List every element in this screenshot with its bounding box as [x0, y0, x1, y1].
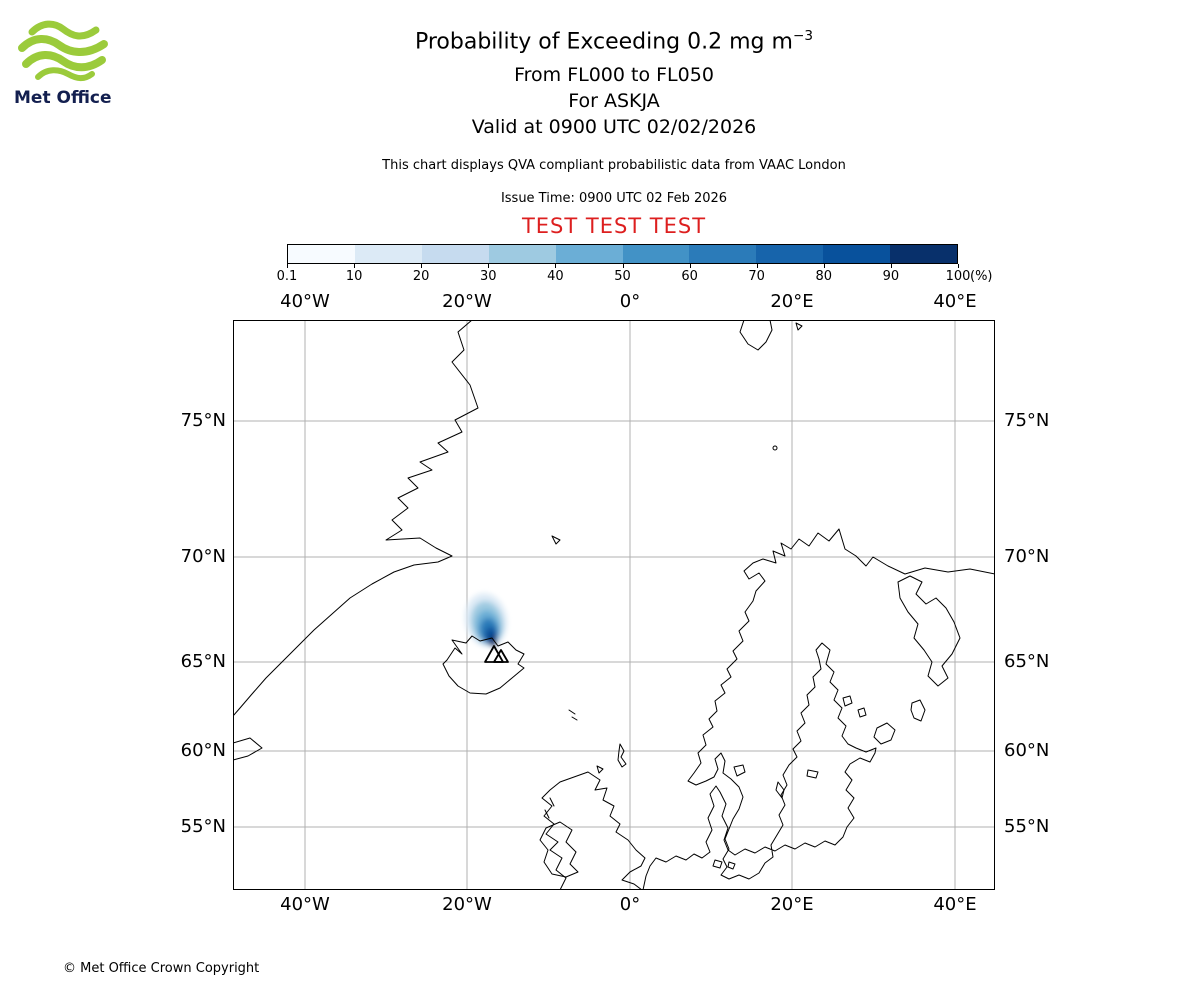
- colorbar-segment: [689, 245, 757, 263]
- coastline-danish-island-2: [727, 861, 736, 870]
- test-banner: TEST TEST TEST: [521, 214, 707, 238]
- colorbar-segment: [421, 245, 489, 263]
- lake-onega: [910, 699, 926, 722]
- qva-compliance-note: This chart displays QVA compliant probab…: [382, 158, 846, 173]
- coastline-danish-island-1: [712, 859, 723, 869]
- colorbar-tick-label: 70: [748, 269, 765, 284]
- lon-label-top: 0°: [619, 291, 641, 312]
- colorbar-segment: [823, 245, 891, 263]
- colorbar-tick: [488, 264, 490, 268]
- lat-label-right: 65°N: [1004, 651, 1050, 672]
- coastline-svalbard: [739, 320, 773, 351]
- coastline-hebrides: [544, 797, 555, 819]
- colorbar-tick: [622, 264, 624, 268]
- coastline-greenland-fragment: [233, 737, 263, 761]
- coastline-iceland: [442, 635, 525, 695]
- colorbar-tick: [287, 264, 288, 268]
- lat-label-left: 75°N: [180, 410, 226, 431]
- chart-title: Probability of Exceeding 0.2 mg m−3: [28, 28, 1200, 54]
- coastline-greenland: [233, 320, 479, 717]
- colorbar-tick-label: 60: [681, 269, 698, 284]
- lake-ladoga: [873, 722, 896, 745]
- colorbar-unit-label: (%): [970, 269, 993, 284]
- met-office-logo-waves-icon: [18, 20, 108, 82]
- lon-label-bottom: 20°E: [770, 894, 814, 915]
- lon-label-top: 40°E: [933, 291, 977, 312]
- lon-label-bottom: 40°W: [280, 894, 330, 915]
- issue-time-label: Issue Time: 0900 UTC 02 Feb 2026: [500, 191, 728, 206]
- lat-label-left: 55°N: [180, 816, 226, 837]
- colorbar-tick: [890, 264, 892, 268]
- lat-label-right: 55°N: [1004, 816, 1050, 837]
- lon-label-top: 40°W: [280, 291, 330, 312]
- coastline-great-britain: [541, 771, 646, 890]
- lat-label-right: 75°N: [1004, 410, 1050, 431]
- coastline-orkney: [596, 765, 604, 774]
- colorbar-segment: [890, 245, 958, 263]
- map-border: [233, 320, 995, 890]
- colorbar-tick-label: 40: [547, 269, 564, 284]
- lat-label-left: 65°N: [180, 651, 226, 672]
- volcano-subtitle: For ASKJA: [568, 90, 660, 112]
- colorbar-tick: [756, 264, 758, 268]
- coastline-gotland: [775, 781, 785, 799]
- colorbar-segment: [622, 245, 690, 263]
- coastlines: [233, 320, 995, 890]
- coastline-jan-mayen: [551, 535, 561, 545]
- colorbar-tick: [689, 264, 691, 268]
- lat-label-left: 60°N: [180, 740, 226, 761]
- colorbar-tick-label: 50: [614, 269, 631, 284]
- lake-vanern: [733, 764, 746, 777]
- valid-time-subtitle: Valid at 0900 UTC 02/02/2026: [471, 116, 757, 138]
- coastline-ireland: [539, 821, 579, 878]
- ash-probability-plume: [464, 593, 508, 647]
- colorbar-tick-label: 80: [815, 269, 833, 284]
- colorbar-tick: [555, 264, 557, 268]
- met-office-logo: Met Office: [14, 18, 126, 108]
- coastline-svalbard-islet: [795, 322, 803, 331]
- coastline-faroes: [568, 709, 578, 721]
- lon-label-top: 20°E: [770, 291, 814, 312]
- lon-label-bottom: 40°E: [933, 894, 977, 915]
- lon-label-bottom: 20°W: [442, 894, 492, 915]
- colorbar-tick-label: 10: [345, 269, 363, 284]
- colorbar-tick: [958, 264, 959, 268]
- lake-finnish-2: [857, 707, 867, 718]
- colorbar-tick: [823, 264, 825, 268]
- lon-label-bottom: 0°: [619, 894, 641, 915]
- colorbar-segment: [488, 245, 556, 263]
- coastline-fennoscandia: [642, 528, 995, 890]
- met-office-logo-text: Met Office: [14, 88, 112, 108]
- coastline-saaremaa: [806, 769, 819, 779]
- chart-title-main: Probability of Exceeding 0.2 mg m: [414, 29, 793, 55]
- colorbar-tick-label: 100: [945, 269, 971, 284]
- lat-label-right: 70°N: [1004, 546, 1050, 567]
- colorbar-tick-label: 30: [480, 269, 497, 284]
- colorbar-tick-label: 0.1: [276, 269, 298, 284]
- colorbar-tick-label: 20: [412, 269, 430, 284]
- coastline-white-sea: [897, 575, 961, 687]
- lake-finnish-1: [842, 695, 853, 707]
- flight-level-subtitle: From FL000 to FL050: [514, 64, 714, 86]
- coastline-bear-island: [772, 445, 778, 451]
- colorbar-tick: [421, 264, 423, 268]
- copyright-notice: © Met Office Crown Copyright: [63, 961, 260, 976]
- coastline-shetland: [617, 743, 627, 768]
- colorbar-segment: [756, 245, 824, 263]
- colorbar-segment: [354, 245, 422, 263]
- lat-label-right: 60°N: [1004, 740, 1050, 761]
- colorbar-segment: [288, 245, 355, 263]
- lat-label-left: 70°N: [180, 546, 226, 567]
- colorbar-tick: [354, 264, 356, 268]
- probability-colorbar: [287, 244, 958, 264]
- lon-label-top: 20°W: [442, 291, 492, 312]
- graticule-gridlines: [233, 320, 995, 890]
- probability-map: [233, 320, 995, 890]
- chart-title-exponent: −3: [792, 28, 814, 44]
- colorbar-tick-label: 90: [882, 269, 900, 284]
- colorbar-segment: [555, 245, 623, 263]
- volcano-marker-askja: [484, 645, 509, 663]
